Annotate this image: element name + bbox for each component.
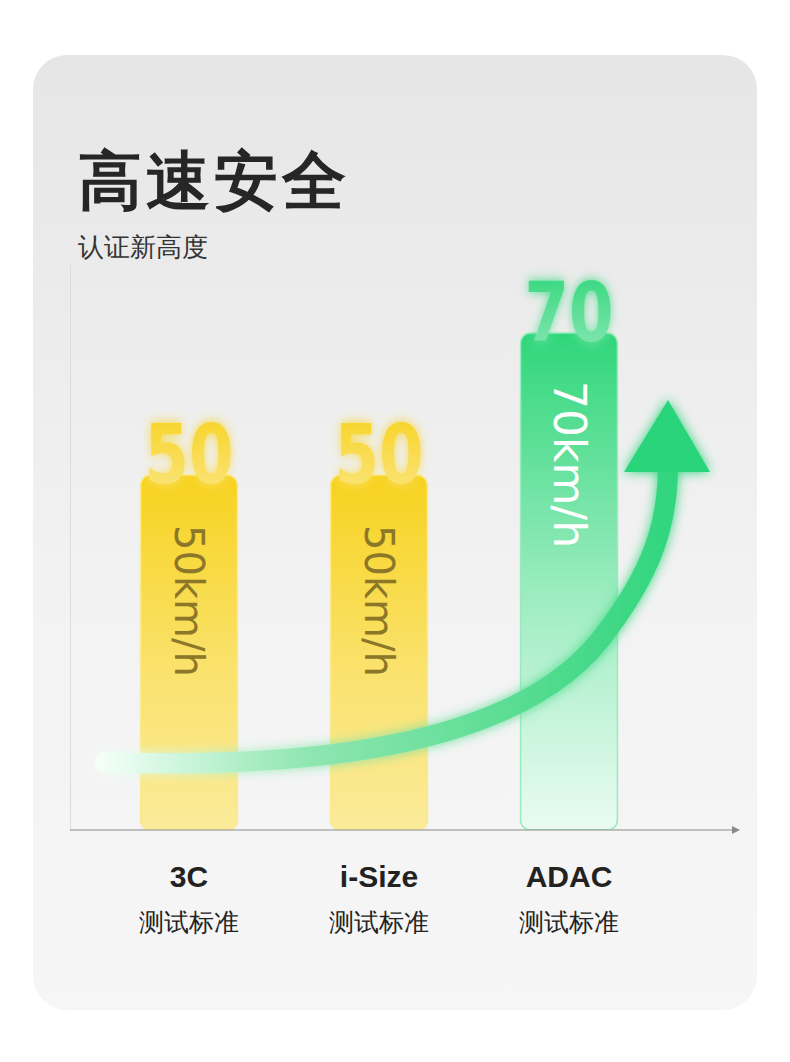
chart: 高速安全认证新高度 3C 测试标准 i-Size 测试标准 ADAC 测试标准 50 50km/… bbox=[0, 0, 790, 1062]
x-tick-label-line: 测试标准 bbox=[519, 908, 619, 936]
subtitle: 认证新高度 bbox=[78, 232, 208, 262]
data-label: 50 bbox=[145, 407, 234, 502]
data-label: 50 bbox=[335, 407, 424, 502]
x-tick-label-line: 测试标准 bbox=[329, 908, 429, 936]
x-tick-label: ADAC 测试标准 bbox=[519, 860, 619, 936]
x-tick-label-line: 测试标准 bbox=[139, 908, 239, 936]
bar bbox=[521, 333, 618, 830]
y-axis-line bbox=[70, 263, 71, 831]
x-axis: 3C 测试标准 i-Size 测试标准 ADAC 测试标准 bbox=[70, 826, 740, 936]
card bbox=[33, 55, 757, 1010]
x-tick-label: i-Size 测试标准 bbox=[329, 860, 429, 936]
value-label: 70km/h bbox=[544, 381, 595, 548]
trend-arrow bbox=[105, 400, 710, 763]
axis-arrow bbox=[732, 826, 740, 834]
y-axis bbox=[70, 263, 71, 831]
x-tick-label: 3C 测试标准 bbox=[139, 860, 239, 936]
x-tick-label-line: ADAC bbox=[526, 860, 613, 893]
x-tick: ADAC 测试标准 bbox=[519, 830, 619, 936]
value-label: 50km/h bbox=[166, 525, 212, 677]
trend-arrow-head bbox=[624, 400, 710, 472]
x-tick: 3C 测试标准 bbox=[139, 830, 239, 936]
labels: 50 50km/h 50 50km/h 70 70km/h bbox=[145, 265, 614, 677]
bar bbox=[331, 475, 428, 830]
title: 高速安全 bbox=[78, 144, 350, 218]
x-tick: i-Size 测试标准 bbox=[329, 830, 429, 936]
x-tick-label-line: 3C bbox=[170, 860, 208, 893]
data-label: 70 bbox=[525, 265, 614, 360]
x-axis-line bbox=[70, 829, 736, 830]
x-tick-label-line: i-Size bbox=[340, 860, 418, 893]
bar bbox=[141, 475, 238, 830]
value-label: 50km/h bbox=[356, 525, 402, 677]
